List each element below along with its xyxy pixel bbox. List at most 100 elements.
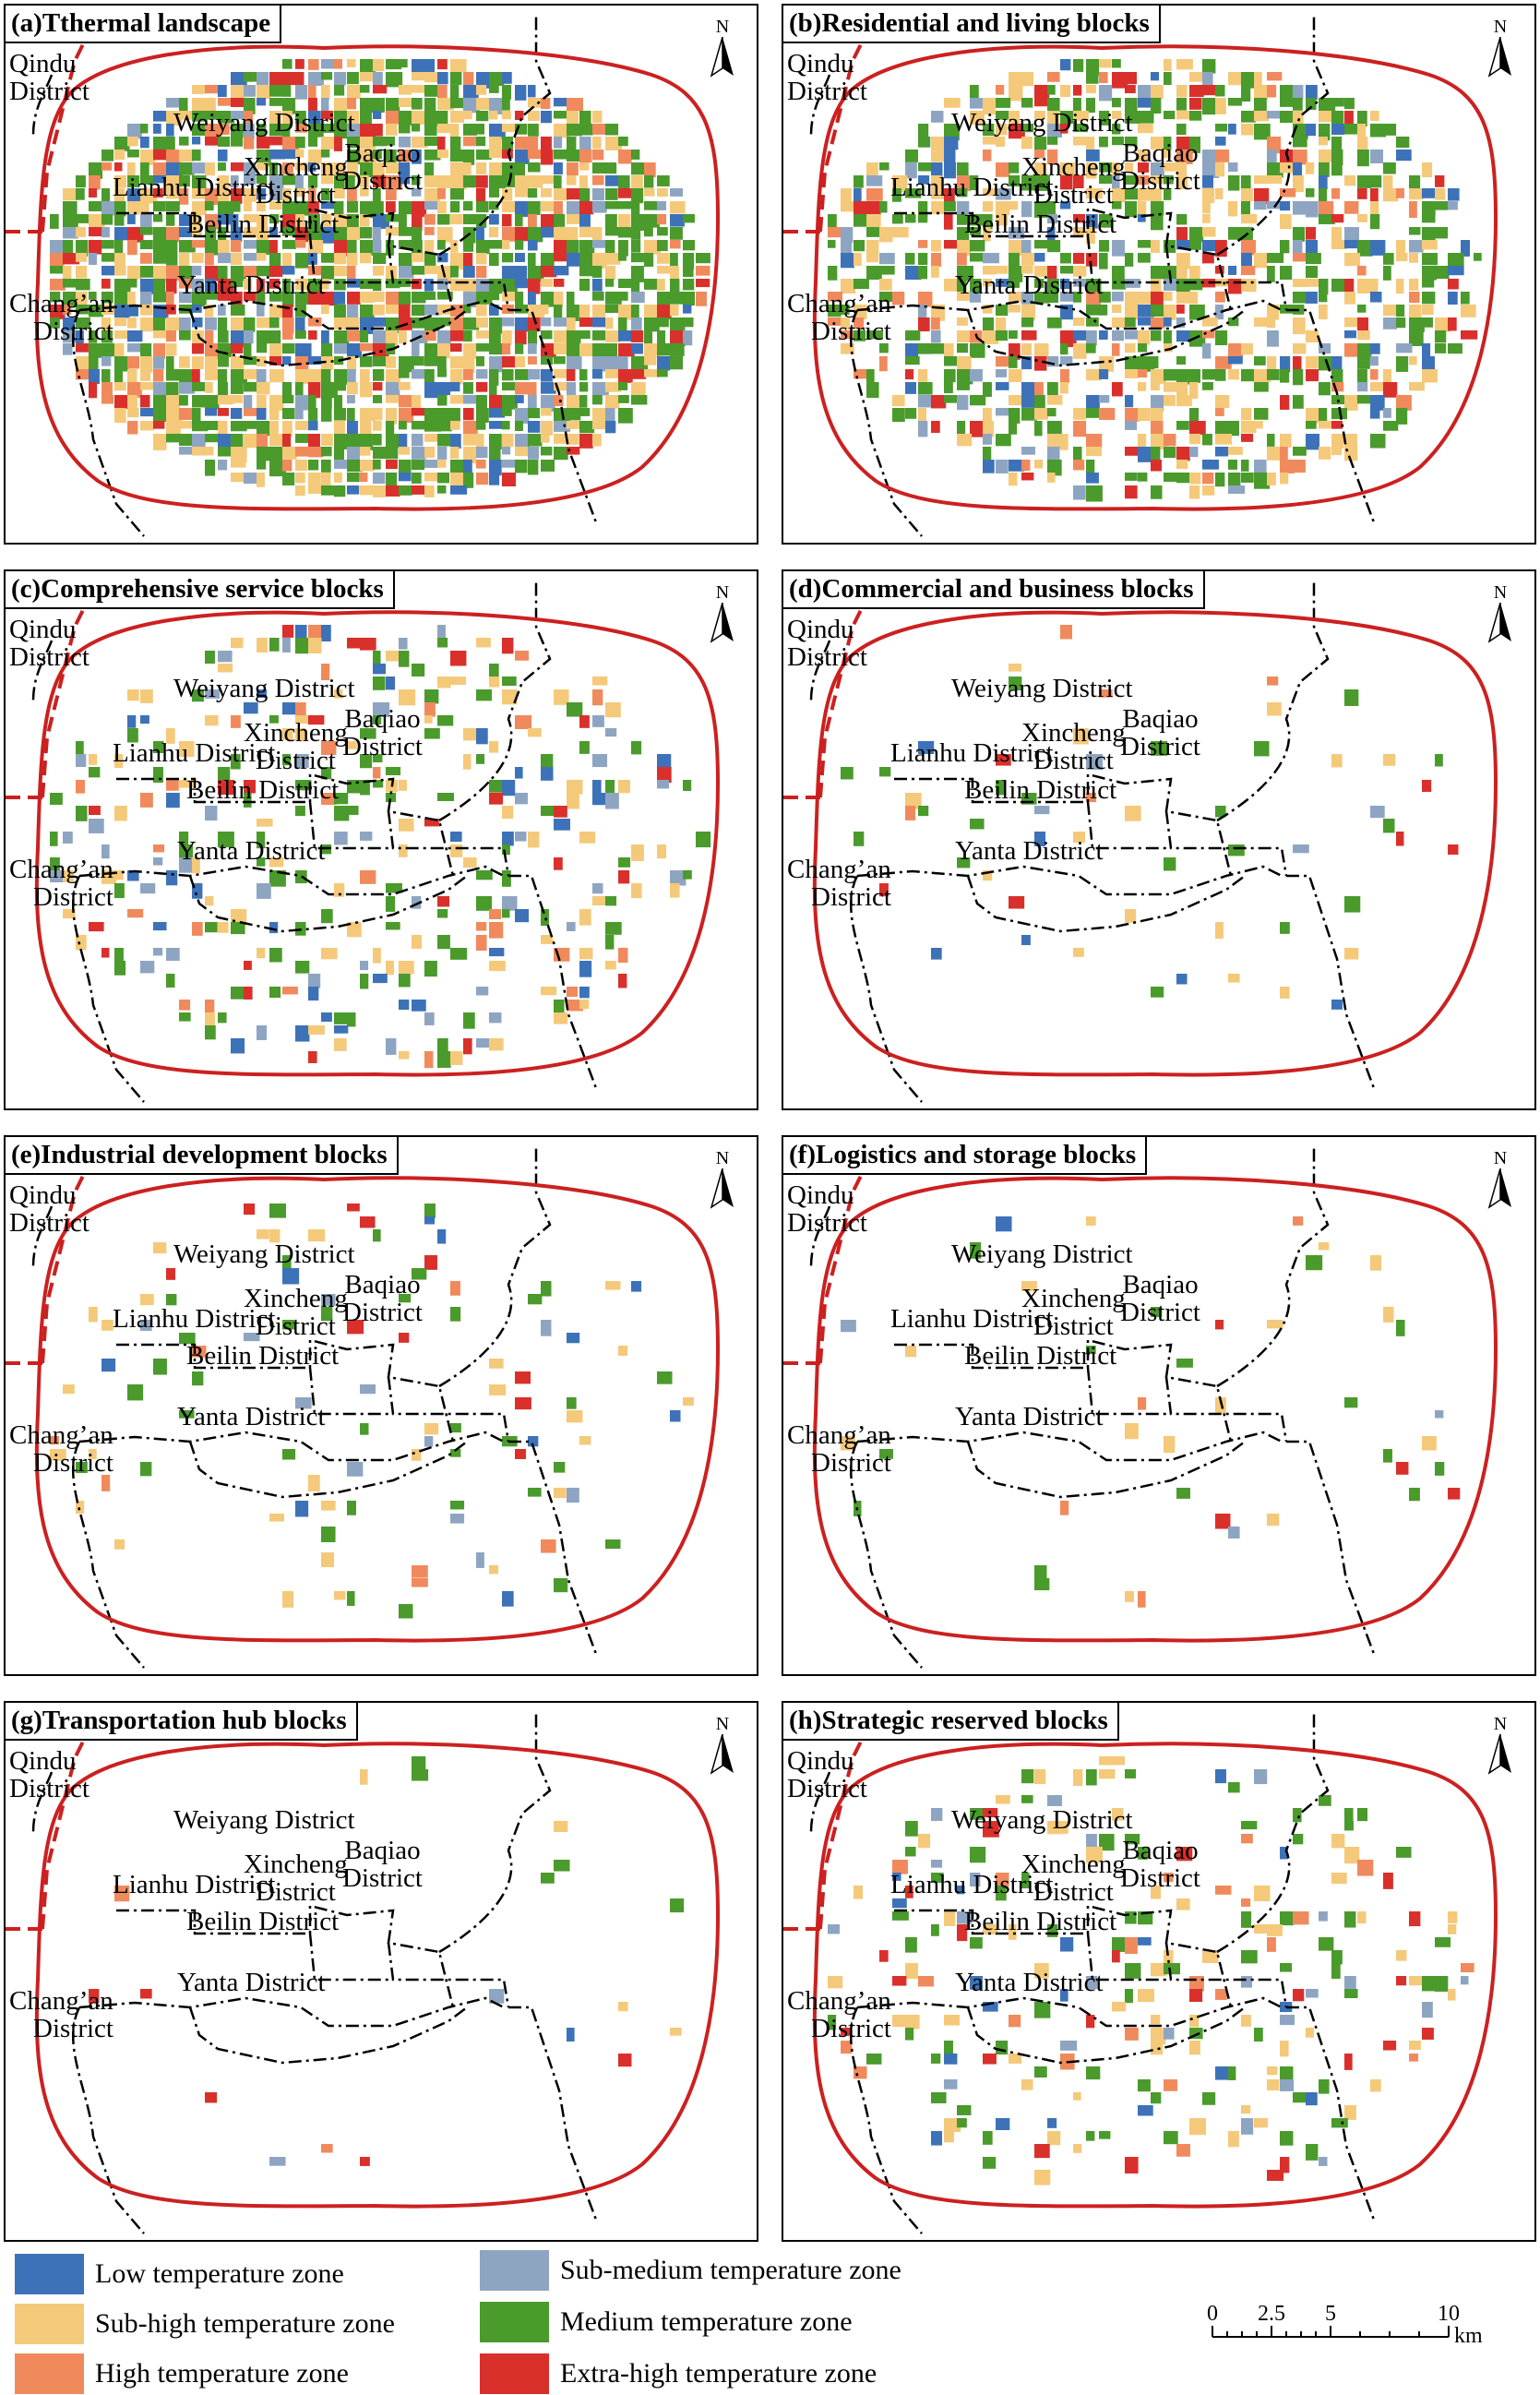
- district-label-qindu: Qindu District: [9, 50, 90, 105]
- district-label-xincheng: Xincheng District: [1021, 153, 1126, 209]
- north-arrow-icon: N: [1486, 1148, 1514, 1213]
- district-label-line: District: [342, 732, 423, 761]
- district-label-line: District: [342, 1298, 423, 1327]
- district-boundary-line: [809, 1205, 831, 1267]
- district-boundary-line: [783, 1164, 868, 1365]
- panel-title: (a)Tthermal landscape: [6, 6, 282, 43]
- north-label: N: [1493, 1714, 1508, 1734]
- district-label-qindu: Qindu District: [9, 1747, 90, 1802]
- district-label-line: District: [33, 1448, 113, 1478]
- district-label-line: District: [9, 77, 90, 106]
- district-label-lianhu: Lianhu District: [113, 1870, 276, 1899]
- district-boundary-line: [783, 1730, 868, 1931]
- district-label-line: Chang’an: [9, 289, 113, 318]
- district-boundary-line: [783, 598, 868, 799]
- district-label-line: District: [33, 2014, 113, 2043]
- legend-item-sub-high: Sub-high temperature zone: [15, 2304, 395, 2344]
- legend-swatch-medium: [480, 2302, 549, 2342]
- district-label-line: District: [33, 317, 113, 346]
- district-label-line: District: [342, 166, 423, 196]
- panel-title: (g)Transportation hub blocks: [6, 1703, 358, 1741]
- map-svg: [783, 1146, 1498, 1669]
- district-label-line: Baqiao: [1122, 138, 1199, 168]
- district-boundary-line: [78, 865, 505, 896]
- legend-item-sub-medium: Sub-medium temperature zone: [480, 2250, 901, 2291]
- legend-item-high: High temperature zone: [15, 2353, 349, 2394]
- district-label-line: District: [9, 1208, 90, 1238]
- district-boundary-line: [849, 2006, 923, 2234]
- district-label-qindu: Qindu District: [787, 1747, 867, 1802]
- district-label-changan: Chang’an District: [787, 856, 891, 911]
- district-label-beilin: Beilin District: [964, 1341, 1117, 1371]
- legend-item-extra-high: Extra-high temperature zone: [480, 2353, 877, 2394]
- district-label-beilin: Beilin District: [964, 210, 1117, 239]
- district-label-changan: Chang’an District: [9, 290, 113, 345]
- district-label-line: Qindu: [9, 1180, 77, 1210]
- district-label-line: District: [811, 2014, 891, 2043]
- district-label-changan: Chang’an District: [9, 856, 113, 911]
- district-label-line: Chang’an: [787, 1986, 891, 2016]
- map-panel-c: (c)Comprehensive service blocks N Qindu Dis…: [4, 569, 758, 1110]
- district-boundary-line: [1286, 874, 1376, 1089]
- district-boundary-line: [188, 2006, 468, 2065]
- district-boundary-line: [71, 2006, 145, 2234]
- district-label-line: Qindu: [787, 1180, 854, 1210]
- district-boundary-line: [71, 875, 145, 1103]
- district-label-line: District: [787, 1208, 867, 1238]
- district-label-line: District: [811, 317, 891, 346]
- district-label-xincheng: Xincheng District: [244, 1285, 348, 1340]
- district-label-beilin: Beilin District: [964, 775, 1117, 805]
- temperature-patches: [841, 1216, 1461, 1608]
- map-panel-a: (a)Tthermal landscape N Qindu District Weiya…: [4, 4, 758, 545]
- district-boundary-line: [6, 1164, 90, 1365]
- legend-swatch-high: [15, 2353, 84, 2394]
- district-label-baqiao: Baqiao District: [1120, 705, 1200, 760]
- district-label-line: District: [255, 1877, 336, 1907]
- north-arrow-icon: N: [709, 582, 736, 647]
- district-label-line: District: [255, 746, 336, 775]
- north-label: N: [715, 1714, 730, 1734]
- district-boundary-line: [508, 308, 598, 523]
- temperature-patches: [89, 1756, 685, 2166]
- district-label-line: Baqiao: [1122, 704, 1199, 734]
- study-area-boundary: [812, 1176, 1498, 1643]
- district-label-yanta: Yanta District: [955, 1402, 1104, 1431]
- district-label-line: Chang’an: [787, 855, 891, 884]
- district-boundary-line: [1286, 308, 1376, 523]
- legend-label: High temperature zone: [95, 2358, 349, 2389]
- temperature-patches: [828, 1756, 1474, 2185]
- district-label-line: District: [811, 1448, 891, 1478]
- district-boundary-line: [1164, 1376, 1288, 1443]
- district-label-lianhu: Lianhu District: [113, 1304, 276, 1334]
- district-label-weiyang: Weiyang District: [173, 108, 355, 138]
- district-label-weiyang: Weiyang District: [951, 674, 1133, 703]
- district-boundary-line: [508, 1440, 598, 1655]
- district-label-lianhu: Lianhu District: [113, 173, 276, 202]
- district-boundary-line: [6, 1730, 90, 1931]
- district-label-line: Chang’an: [9, 855, 113, 884]
- map-svg: [6, 581, 721, 1103]
- scale-unit: km: [1454, 2324, 1483, 2348]
- district-label-line: Xincheng: [1021, 1850, 1126, 1879]
- district-label-yanta: Yanta District: [177, 270, 326, 300]
- district-label-line: District: [1033, 180, 1114, 210]
- district-label-line: Chang’an: [9, 1986, 113, 2016]
- district-label-weiyang: Weiyang District: [173, 1805, 355, 1835]
- scale-bar: 0 2.5 5 10 km: [1200, 2296, 1513, 2370]
- district-label-line: District: [1033, 1877, 1114, 1907]
- district-boundary-line: [1164, 810, 1288, 877]
- north-label: N: [715, 17, 730, 37]
- district-label-line: District: [787, 77, 867, 106]
- legend-label: Sub-medium temperature zone: [560, 2255, 901, 2285]
- district-boundary-line: [71, 309, 145, 537]
- study-area-boundary: [34, 44, 721, 511]
- district-label-changan: Chang’an District: [9, 1421, 113, 1477]
- district-label-qindu: Qindu District: [9, 616, 90, 671]
- district-label-line: Qindu: [9, 49, 77, 78]
- district-boundary-line: [78, 299, 505, 330]
- district-label-baqiao: Baqiao District: [1120, 1837, 1200, 1892]
- temperature-patches: [828, 59, 1482, 502]
- study-area-boundary: [812, 610, 1498, 1077]
- district-boundary-line: [809, 640, 831, 701]
- district-boundary-line: [1216, 15, 1330, 257]
